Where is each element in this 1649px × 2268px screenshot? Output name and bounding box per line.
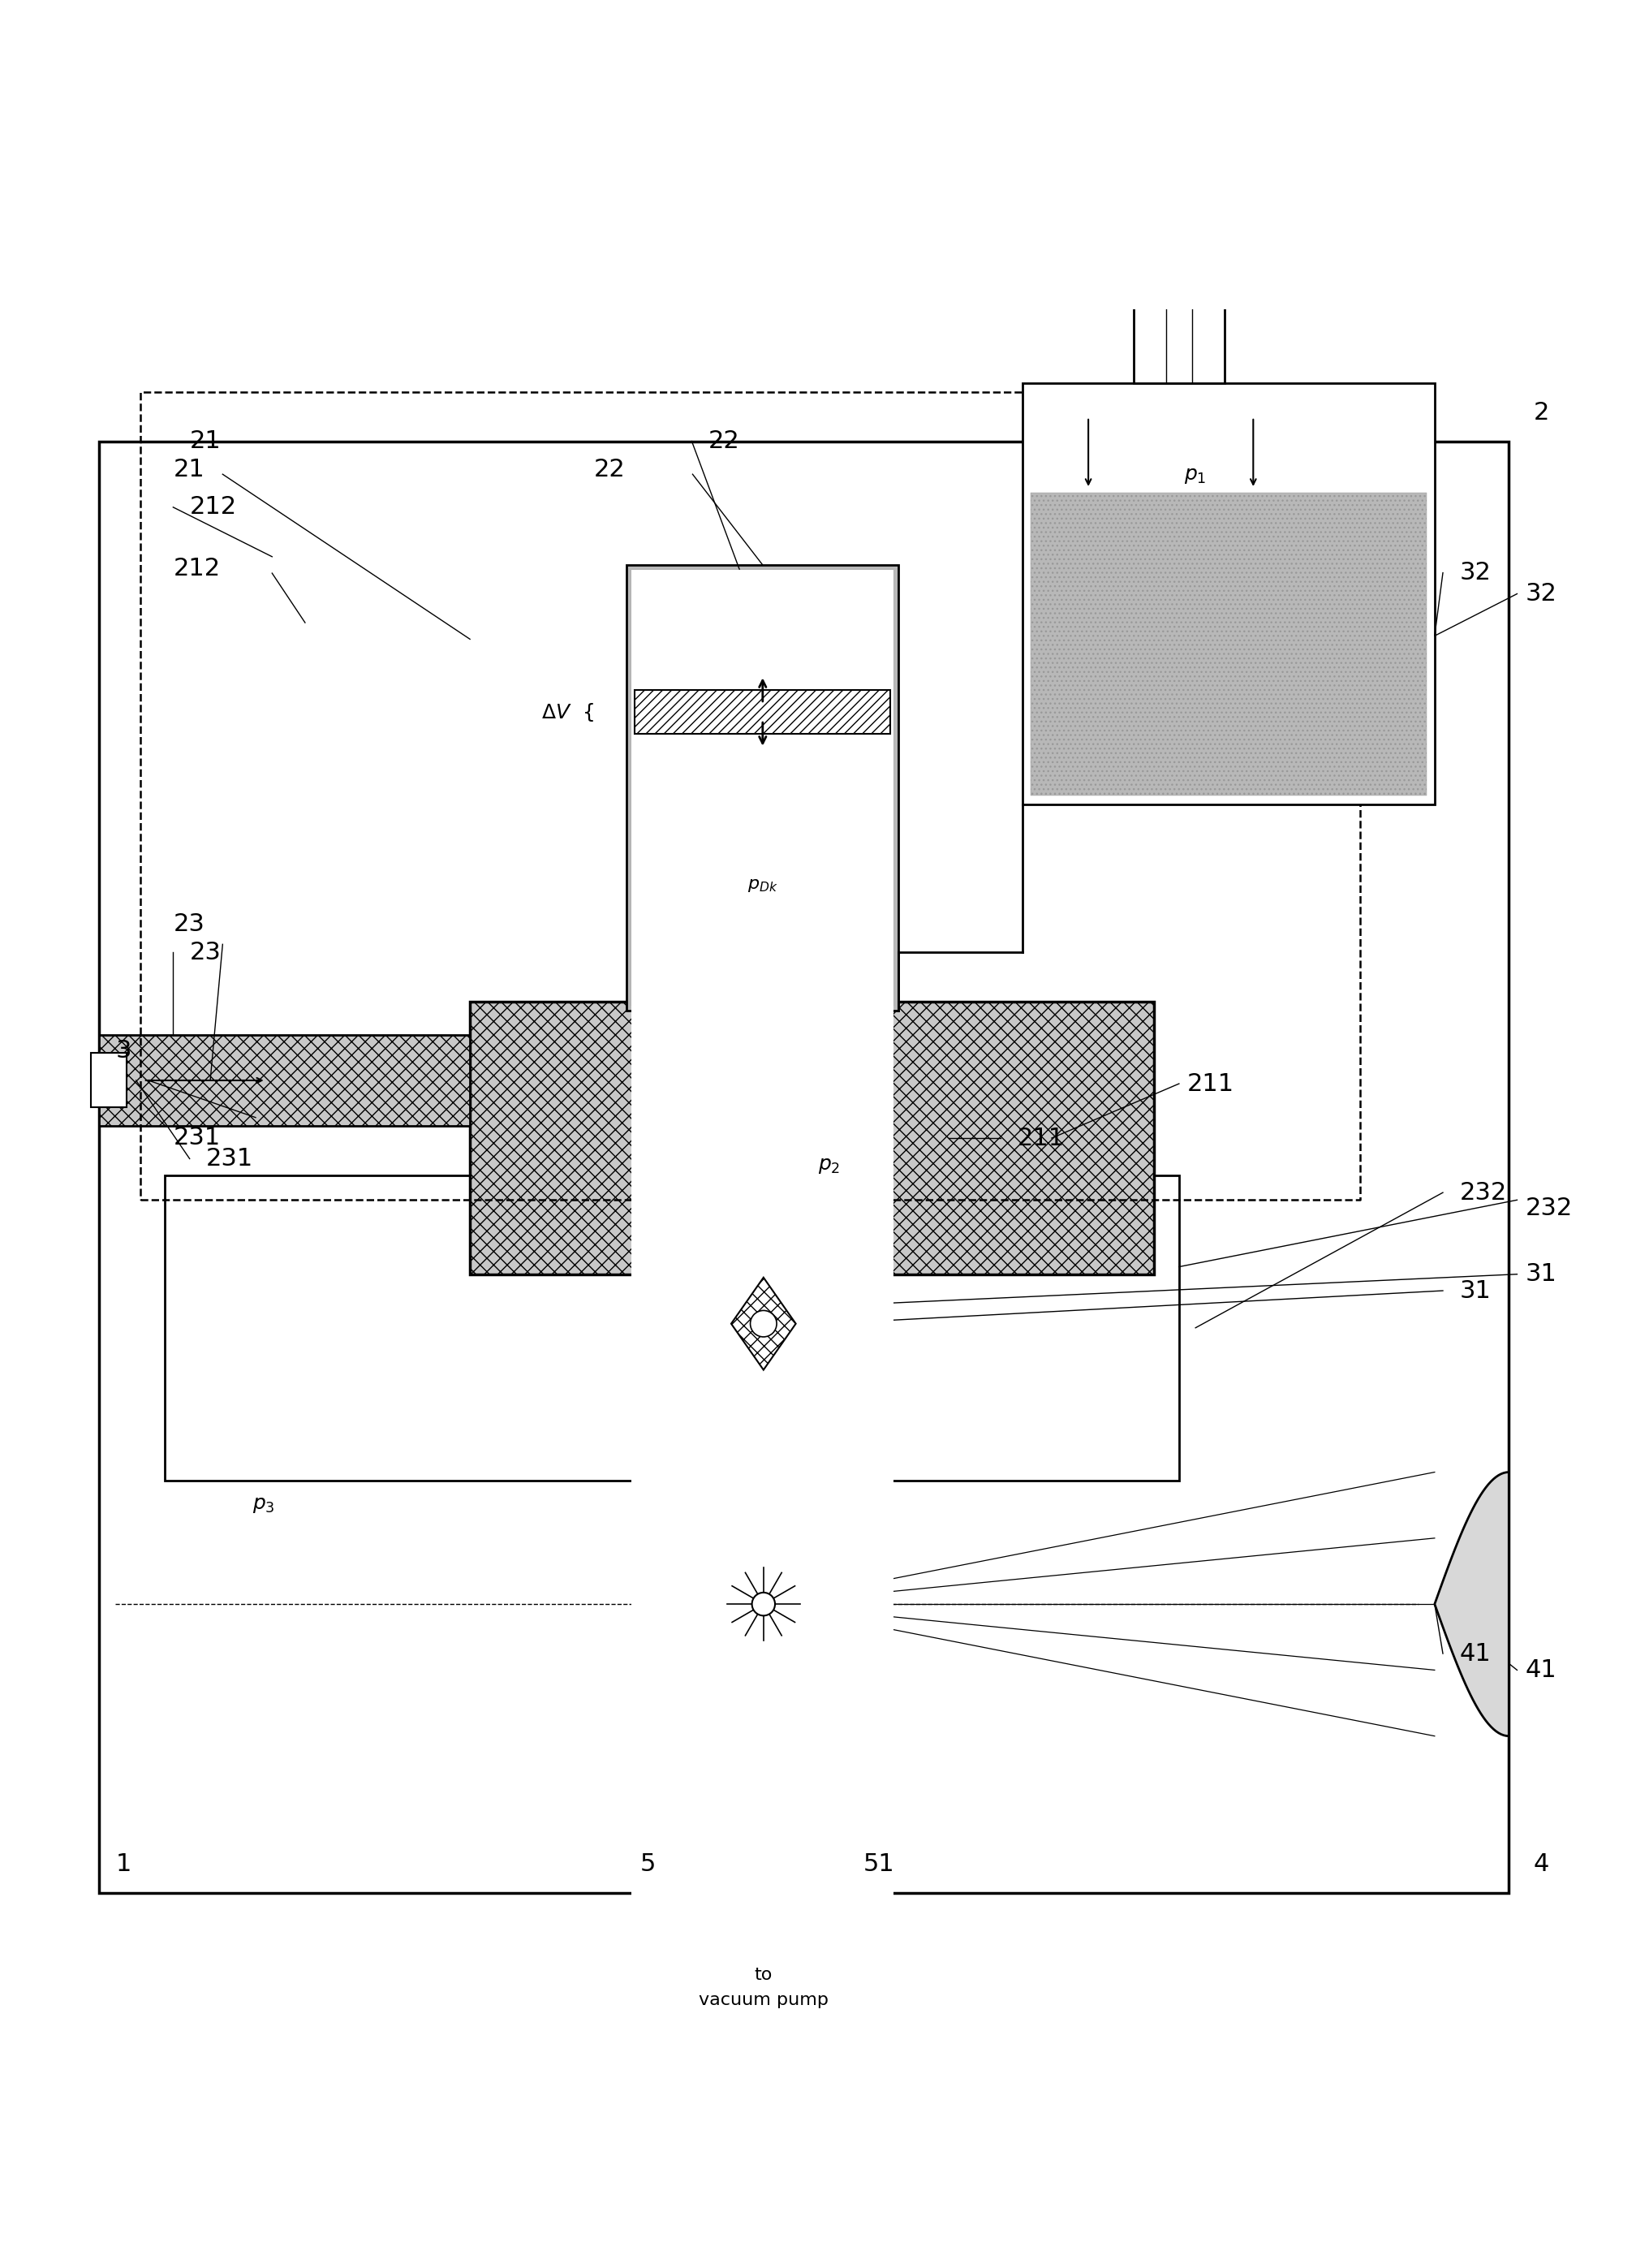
Bar xyxy=(1031,492,1426,796)
Text: 232: 232 xyxy=(1459,1182,1507,1204)
Text: 212: 212 xyxy=(190,494,237,519)
Bar xyxy=(632,689,894,2268)
Text: 31: 31 xyxy=(1459,1279,1491,1302)
Text: 22: 22 xyxy=(594,458,625,481)
Text: 21: 21 xyxy=(190,429,221,454)
Text: 232: 232 xyxy=(1525,1198,1573,1220)
Text: 1: 1 xyxy=(115,1853,132,1876)
Bar xyxy=(1022,383,1435,805)
Bar xyxy=(632,569,894,1005)
Polygon shape xyxy=(1435,1472,1509,1735)
Text: vacuum pump: vacuum pump xyxy=(699,1991,828,2007)
Text: 41: 41 xyxy=(1525,1658,1557,1683)
Bar xyxy=(745,993,782,1275)
Bar xyxy=(635,689,890,735)
Text: $p_1$: $p_1$ xyxy=(1184,467,1207,485)
Text: 32: 32 xyxy=(1525,583,1557,606)
Text: 3: 3 xyxy=(115,1039,132,1064)
Text: 231: 231 xyxy=(206,1148,254,1170)
Bar xyxy=(91,1052,127,1107)
Bar xyxy=(632,569,894,689)
Text: 32: 32 xyxy=(1459,560,1491,585)
Polygon shape xyxy=(731,1277,796,1370)
Text: 2: 2 xyxy=(1534,401,1550,424)
Text: 212: 212 xyxy=(173,556,221,581)
Text: $\Delta V$  {: $\Delta V$ { xyxy=(541,701,594,723)
Text: 23: 23 xyxy=(173,912,204,937)
Bar xyxy=(627,565,899,1009)
Bar xyxy=(727,987,800,1016)
Circle shape xyxy=(752,1592,775,1615)
Text: to: to xyxy=(754,1966,773,1982)
Bar xyxy=(1031,492,1426,796)
Text: 22: 22 xyxy=(709,429,740,454)
Text: 21: 21 xyxy=(173,458,204,481)
Text: $p_2$: $p_2$ xyxy=(818,1157,841,1175)
Text: 51: 51 xyxy=(862,1853,895,1876)
Text: 211: 211 xyxy=(1017,1127,1065,1150)
Bar xyxy=(165,1175,1179,1481)
Text: $p_{Dk}$: $p_{Dk}$ xyxy=(747,878,778,894)
Bar xyxy=(99,442,1509,1894)
Text: 5: 5 xyxy=(640,1853,656,1876)
Bar xyxy=(1135,293,1224,383)
Text: 41: 41 xyxy=(1459,1642,1491,1665)
Text: 23: 23 xyxy=(190,941,221,964)
Text: 231: 231 xyxy=(173,1125,221,1150)
Bar xyxy=(99,1034,470,1125)
Text: $p_3$: $p_3$ xyxy=(252,1495,275,1515)
Bar xyxy=(470,1002,1154,1275)
Text: 211: 211 xyxy=(1187,1073,1235,1095)
Text: 4: 4 xyxy=(1534,1853,1550,1876)
Circle shape xyxy=(750,1311,777,1336)
Text: 31: 31 xyxy=(1525,1263,1557,1286)
